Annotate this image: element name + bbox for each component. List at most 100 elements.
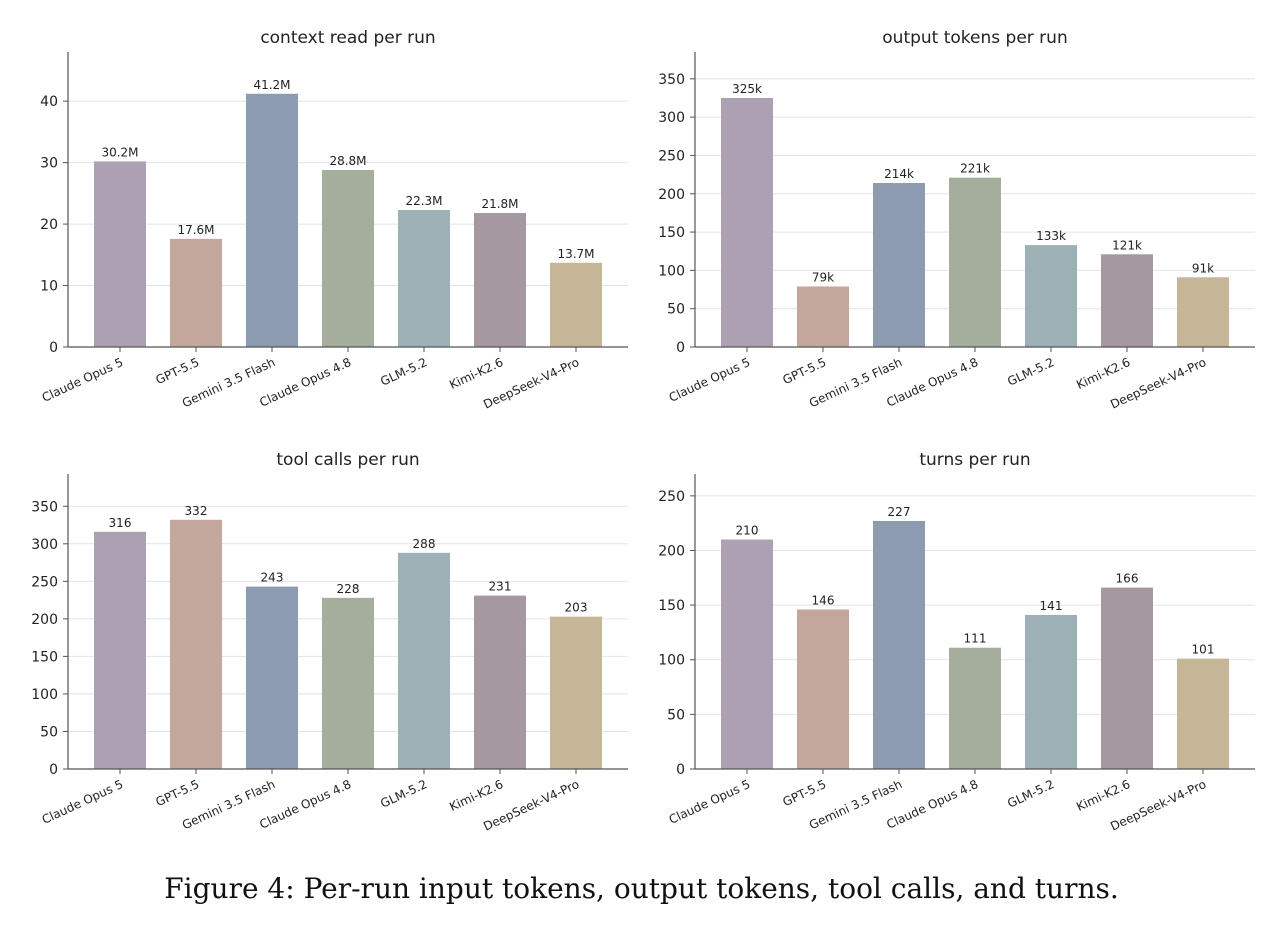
y-tick-label: 100 xyxy=(658,653,685,669)
data-label: 231 xyxy=(489,580,512,594)
y-tick-label: 300 xyxy=(31,537,58,553)
bar xyxy=(550,616,602,769)
data-label: 166 xyxy=(1116,572,1139,586)
bar xyxy=(94,161,146,347)
data-label: 141 xyxy=(1040,599,1063,613)
data-label: 210 xyxy=(736,524,759,538)
category-label: Kimi-K2.6 xyxy=(1074,777,1132,814)
bar xyxy=(398,209,450,347)
category-label: GPT-5.5 xyxy=(780,355,828,387)
data-label: 316 xyxy=(109,516,132,530)
category-label: Claude Opus 5 xyxy=(667,355,753,405)
y-tick-label: 250 xyxy=(658,148,685,164)
y-tick-label: 350 xyxy=(31,499,58,515)
category-label: GLM-5.2 xyxy=(378,777,429,811)
y-tick-label: 300 xyxy=(658,110,685,126)
bar xyxy=(474,595,526,769)
bar xyxy=(721,539,773,769)
y-tick-label: 10 xyxy=(40,279,58,295)
y-tick-label: 50 xyxy=(667,302,685,318)
category-label: GLM-5.2 xyxy=(378,355,429,389)
data-label: 13.7M xyxy=(557,247,594,261)
category-label: Kimi-K2.6 xyxy=(447,777,505,814)
bar xyxy=(322,597,374,769)
category-label: GPT-5.5 xyxy=(153,355,201,387)
chart-panel-2: output tokens per run 0 50 100 150 200 250 300 3… xyxy=(658,28,1255,412)
bar xyxy=(949,177,1001,347)
y-tick-label: 40 xyxy=(40,94,58,110)
bar xyxy=(1101,587,1153,769)
y-tick-label: 0 xyxy=(49,340,58,356)
data-label: 228 xyxy=(337,582,360,596)
bar xyxy=(94,531,146,769)
category-label: Claude Opus 5 xyxy=(40,355,126,405)
category-label: Kimi-K2.6 xyxy=(447,355,505,392)
category-label: Kimi-K2.6 xyxy=(1074,355,1132,392)
y-tick-label: 50 xyxy=(667,707,685,723)
category-label: GPT-5.5 xyxy=(153,777,201,809)
category-label: Claude Opus 5 xyxy=(667,777,753,827)
y-tick-label: 0 xyxy=(676,340,685,356)
data-label: 111 xyxy=(964,632,987,646)
bar xyxy=(797,609,849,769)
bar xyxy=(246,93,298,348)
data-label: 91k xyxy=(1192,261,1214,275)
data-label: 21.8M xyxy=(481,197,518,211)
chart-title: context read per run xyxy=(260,28,435,48)
figure-caption: Figure 4: Per-run input tokens, output t… xyxy=(164,872,1119,905)
y-tick-label: 0 xyxy=(49,762,58,778)
y-tick-label: 150 xyxy=(31,649,58,665)
bar xyxy=(550,262,602,347)
y-tick-label: 350 xyxy=(658,72,685,88)
data-label: 146 xyxy=(812,593,835,607)
bar xyxy=(322,170,374,347)
data-label: 332 xyxy=(185,504,208,518)
bar xyxy=(170,519,222,769)
y-tick-label: 250 xyxy=(31,574,58,590)
bar xyxy=(170,238,222,347)
data-label: 121k xyxy=(1112,238,1142,252)
category-label: GLM-5.2 xyxy=(1005,355,1056,389)
y-tick-label: 20 xyxy=(40,217,58,233)
data-label: 133k xyxy=(1036,229,1066,243)
bar xyxy=(1025,614,1077,769)
data-label: 288 xyxy=(413,537,436,551)
chart-title: tool calls per run xyxy=(276,450,419,470)
y-tick-label: 100 xyxy=(31,687,58,703)
y-tick-label: 250 xyxy=(658,489,685,505)
category-label: Claude Opus 5 xyxy=(40,777,126,827)
bar xyxy=(721,97,773,347)
y-tick-label: 30 xyxy=(40,156,58,172)
bar xyxy=(246,586,298,769)
bar xyxy=(1177,658,1229,769)
bar xyxy=(1101,254,1153,347)
category-label: GPT-5.5 xyxy=(780,777,828,809)
bar xyxy=(474,213,526,347)
data-label: 79k xyxy=(812,270,834,284)
data-label: 221k xyxy=(960,162,990,176)
y-tick-label: 150 xyxy=(658,598,685,614)
bar xyxy=(949,647,1001,769)
y-tick-label: 200 xyxy=(31,612,58,628)
y-tick-label: 200 xyxy=(658,543,685,559)
chart-panel-1: context read per run 0 10 20 30 40 30.2M Claude… xyxy=(40,28,628,412)
data-label: 101 xyxy=(1192,643,1215,657)
bar xyxy=(398,552,450,769)
data-label: 243 xyxy=(261,571,284,585)
chart-title: output tokens per run xyxy=(882,28,1067,48)
chart-title: turns per run xyxy=(919,450,1030,470)
data-label: 227 xyxy=(888,505,911,519)
data-label: 203 xyxy=(565,601,588,615)
data-label: 28.8M xyxy=(329,154,366,168)
data-label: 214k xyxy=(884,167,914,181)
y-tick-label: 150 xyxy=(658,225,685,241)
bar xyxy=(1025,245,1077,347)
bar xyxy=(873,183,925,347)
category-label: GLM-5.2 xyxy=(1005,777,1056,811)
bar xyxy=(1177,277,1229,347)
data-label: 17.6M xyxy=(177,223,214,237)
data-label: 325k xyxy=(732,82,762,96)
y-tick-label: 100 xyxy=(658,263,685,279)
data-label: 30.2M xyxy=(101,145,138,159)
